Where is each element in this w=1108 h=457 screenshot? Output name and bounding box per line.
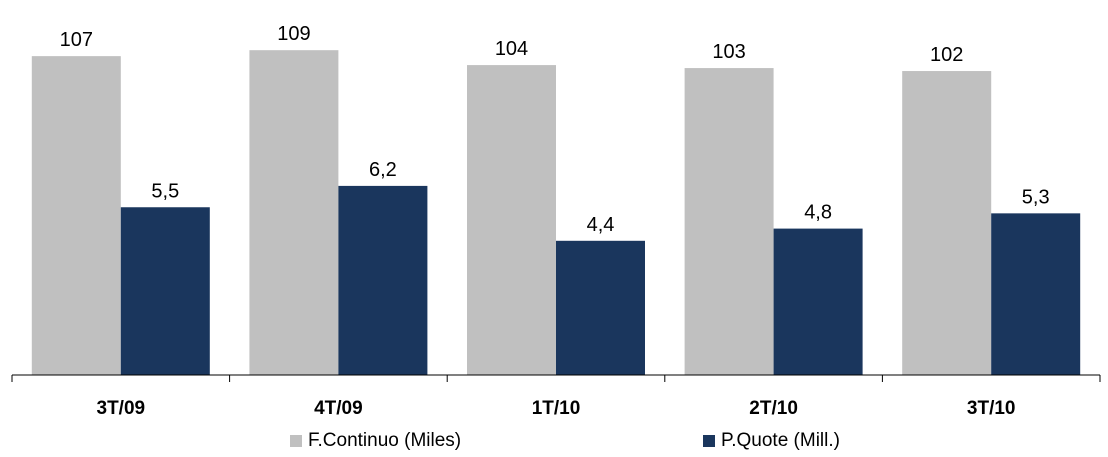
category-label: 3T/10 [967, 398, 1016, 419]
bar-p-quote-3T-09 [120, 207, 210, 375]
bar-f-continuo-3T-09 [31, 56, 121, 375]
category-label: 1T/10 [532, 398, 581, 419]
value-label-p-quote: 5,3 [1022, 186, 1050, 208]
legend-swatch-gray [290, 435, 302, 447]
bar-f-continuo-2T-10 [684, 68, 774, 375]
category-labels-layer: 3T/09 4T/09 1T/10 2T/10 3T/10 [97, 398, 1016, 419]
bar-f-continuo-3T-10 [902, 71, 992, 375]
legend-item-f-continuo: F.Continuo (Miles) [290, 430, 461, 452]
value-label-f-continuo: 109 [277, 23, 310, 45]
value-label-f-continuo: 107 [60, 29, 93, 51]
bar-p-quote-3T-10 [991, 213, 1081, 375]
bar-chart: 107 5,5 109 6,2 104 4,4 103 4,8 102 5,3 3T/09 4T/0… [11, 23, 1101, 419]
bar-f-continuo-4T-09 [249, 50, 339, 376]
category-label: 4T/09 [314, 398, 363, 419]
legend-label-f-continuo: F.Continuo (Miles) [308, 430, 462, 451]
value-label-p-quote: 4,4 [587, 214, 615, 236]
legend: F.Continuo (Miles) P.Quote (Mill.) [0, 430, 1108, 456]
bar-p-quote-2T-10 [773, 228, 863, 375]
bar-p-quote-4T-09 [338, 185, 428, 375]
legend-label-p-quote: P.Quote (Mill.) [721, 430, 840, 451]
category-label: 3T/09 [97, 398, 146, 419]
ticks-layer [11, 375, 1101, 382]
value-label-p-quote: 5,5 [151, 180, 179, 202]
legend-swatch-navy [703, 435, 715, 447]
legend-item-p-quote: P.Quote (Mill.) [703, 430, 840, 452]
value-label-f-continuo: 102 [930, 44, 963, 66]
bar-f-continuo-1T-10 [467, 65, 556, 375]
value-label-f-continuo: 104 [495, 38, 528, 60]
category-label: 2T/10 [749, 398, 798, 419]
bar-p-quote-1T-10 [556, 240, 645, 375]
bars-layer [31, 50, 1081, 376]
value-label-p-quote: 4,8 [804, 202, 832, 224]
value-label-f-continuo: 103 [712, 41, 745, 63]
value-label-p-quote: 6,2 [369, 159, 397, 181]
value-labels-layer: 107 5,5 109 6,2 104 4,4 103 4,8 102 5,3 [60, 23, 1050, 236]
